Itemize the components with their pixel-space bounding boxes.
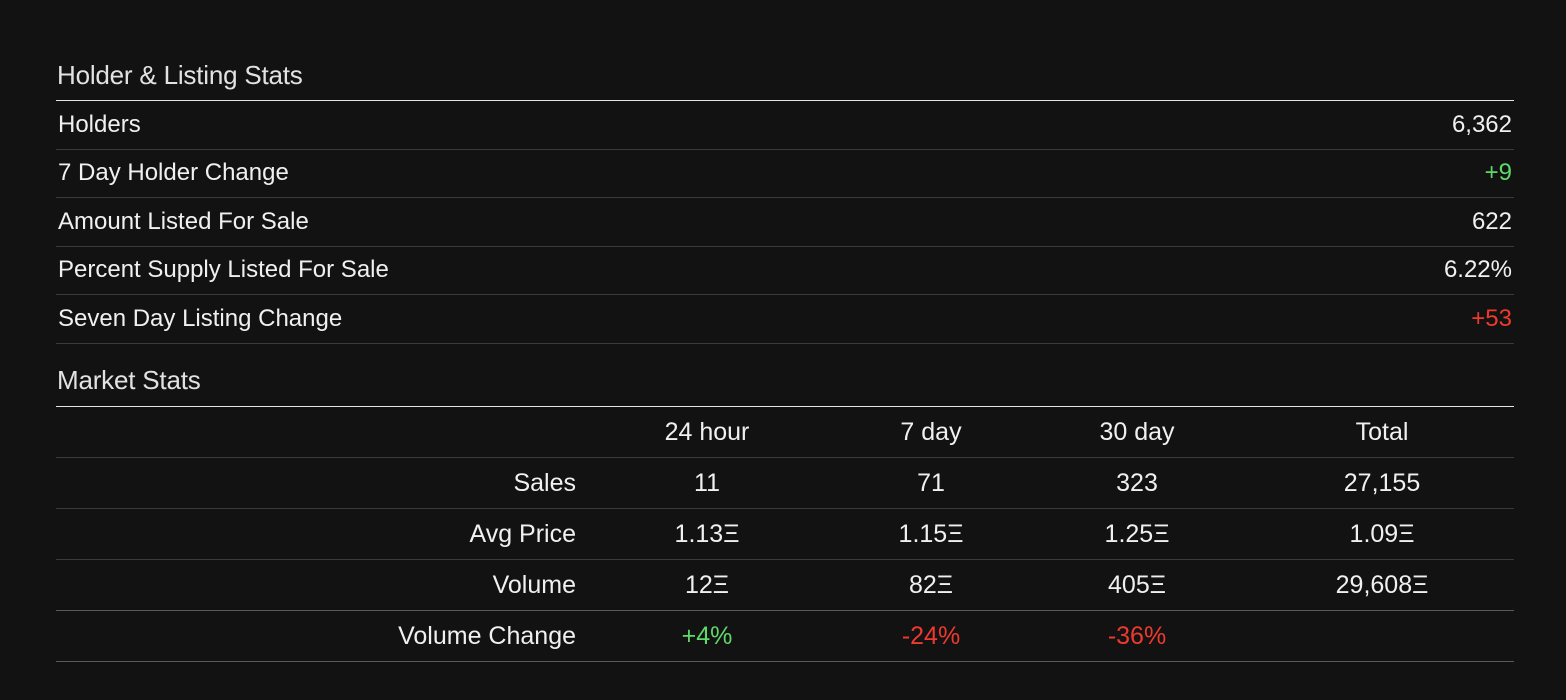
avg-price-label: Avg Price <box>56 508 576 560</box>
holders-value: 6,362 <box>1451 110 1512 138</box>
holder-change-label: 7 Day Holder Change <box>58 159 289 187</box>
sales-30d: 323 <box>1024 457 1250 509</box>
amount-listed-label: Amount Listed For Sale <box>58 207 309 235</box>
volume-7d: 82Ξ <box>838 559 1024 611</box>
market-stats-table: 24 hour 7 day 30 day Total Sales 11 71 3… <box>56 407 1514 662</box>
volume-change-30d: -36% <box>1024 610 1250 662</box>
volume-change-7d: -24% <box>838 610 1024 662</box>
holder-listing-table: Holders 6,362 7 Day Holder Change +9 Amo… <box>56 101 1514 344</box>
volume-change-24h: +4% <box>576 610 838 662</box>
listing-change-label: Seven Day Listing Change <box>58 304 343 332</box>
volume-change-row: Volume Change +4% -24% -36% <box>56 610 1514 662</box>
holder-listing-divider <box>56 100 1514 101</box>
column-header-total: Total <box>1250 407 1514 458</box>
amount-listed-row: Amount Listed For Sale 622 <box>56 198 1514 247</box>
percent-listed-label: Percent Supply Listed For Sale <box>58 256 389 284</box>
avg-price-30d: 1.25Ξ <box>1024 508 1250 560</box>
sales-7d: 71 <box>838 457 1024 509</box>
market-header-row: 24 hour 7 day 30 day Total <box>56 407 1514 458</box>
volume-row: Volume 12Ξ 82Ξ 405Ξ 29,608Ξ <box>56 559 1514 611</box>
volume-24h: 12Ξ <box>576 559 838 611</box>
volume-total: 29,608Ξ <box>1250 559 1514 611</box>
listing-change-value: +53 <box>1471 304 1512 332</box>
column-header-24h: 24 hour <box>576 407 838 458</box>
holders-label: Holders <box>58 110 141 138</box>
volume-30d: 405Ξ <box>1024 559 1250 611</box>
volume-label: Volume <box>56 559 576 611</box>
avg-price-7d: 1.15Ξ <box>838 508 1024 560</box>
holders-row: Holders 6,362 <box>56 101 1514 150</box>
sales-24h: 11 <box>576 457 838 509</box>
sales-total: 27,155 <box>1250 457 1514 509</box>
sales-label: Sales <box>56 457 576 509</box>
avg-price-total: 1.09Ξ <box>1250 508 1514 560</box>
market-stats-title: Market Stats <box>57 365 201 395</box>
volume-change-label: Volume Change <box>56 610 576 662</box>
holder-change-row: 7 Day Holder Change +9 <box>56 150 1514 198</box>
column-header-empty <box>56 407 576 458</box>
market-stats-divider <box>56 406 1514 407</box>
amount-listed-value: 622 <box>1471 207 1512 235</box>
avg-price-row: Avg Price 1.13Ξ 1.15Ξ 1.25Ξ 1.09Ξ <box>56 508 1514 560</box>
sales-row: Sales 11 71 323 27,155 <box>56 457 1514 509</box>
column-header-7d: 7 day <box>838 407 1024 458</box>
percent-listed-row: Percent Supply Listed For Sale 6.22% <box>56 247 1514 295</box>
volume-change-total <box>1250 610 1514 662</box>
listing-change-row: Seven Day Listing Change +53 <box>56 295 1514 344</box>
percent-listed-value: 6.22% <box>1443 256 1512 284</box>
holder-change-value: +9 <box>1484 159 1512 187</box>
column-header-30d: 30 day <box>1024 407 1250 458</box>
holder-listing-title: Holder & Listing Stats <box>57 60 303 90</box>
avg-price-24h: 1.13Ξ <box>576 508 838 560</box>
